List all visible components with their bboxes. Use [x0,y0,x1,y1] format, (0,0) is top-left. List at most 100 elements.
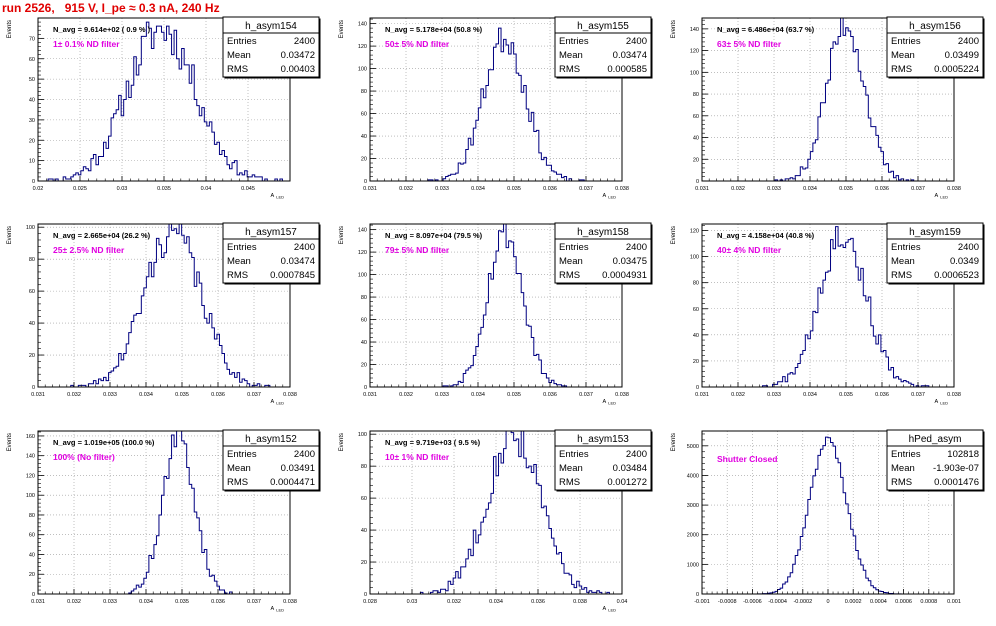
histogram-panel-1: 0.02 0.025 0.03 0.035 0.04 0.045 0 10 20 30 40 50 60… [0,15,330,208]
x-tick-label: 0.038 [283,599,297,605]
x-tick-label: 0.037 [579,392,593,398]
x-tick-label: 0.036 [875,186,889,192]
x-axis-label-subscript: LED [276,608,284,613]
filter-label: 50± 5% ND filter [385,39,450,49]
histogram-h_asym159: 0.031 0.032 0.033 0.034 0.035 0.036 0.037 0.038… [671,222,985,406]
x-tick-label: 0.034 [489,599,503,605]
histogram-name: h_asym153 [577,434,629,445]
x-tick-label: 0.033 [435,392,449,398]
x-tick-label: 0.036 [875,392,889,398]
y-tick-label: 120 [26,473,35,479]
y-tick-label: 0 [364,179,367,185]
histogram-panel-7: 0.031 0.032 0.033 0.034 0.035 0.036 0.037 0.038… [0,428,330,621]
x-tick-label: 0.045 [241,186,255,192]
x-tick-label: 0.036 [211,599,225,605]
y-tick-label: 140 [358,22,367,28]
y-tick-label: 40 [693,333,699,339]
stats-key-rms: RMS [891,477,912,488]
x-tick-label: 0.033 [767,392,781,398]
y-tick-label: 0 [696,592,699,598]
x-axis-label-subscript: LED [940,195,948,200]
histogram-h_asym157: 0.031 0.032 0.033 0.034 0.035 0.036 0.037 0.038… [7,222,321,406]
y-axis-label: Events [7,433,13,451]
navg-label: N_avg = 8.097e+04 (79.5 %) [385,231,483,240]
x-axis-label-subscript: LED [608,608,616,613]
histogram-h_asym155: 0.031 0.032 0.033 0.034 0.035 0.036 0.037 0.038… [339,16,653,200]
histogram-panel-5: 0.031 0.032 0.033 0.034 0.035 0.036 0.037 0.038… [332,221,662,414]
y-tick-label: 120 [690,229,699,235]
y-tick-label: 10 [29,159,35,165]
histogram-name: h_asym159 [909,227,961,238]
y-tick-label: 4000 [687,473,699,479]
y-tick-label: 140 [690,27,699,33]
plot-frame [701,17,955,182]
x-tick-label: 0.035 [839,186,853,192]
y-axis-label: Events [339,226,345,244]
stats-value-rms: 0.0004471 [270,477,315,488]
x-tick-label: 0.035 [507,186,521,192]
x-axis-label: A LED [271,606,285,613]
x-tick-label: 0.034 [139,392,153,398]
stats-value-entries: 102818 [947,449,979,460]
x-tick-label: 0.03 [407,599,418,605]
x-tick-label: 0.032 [399,392,413,398]
x-tick-label: 0.036 [543,392,557,398]
x-tick-label: 0.038 [283,392,297,398]
x-tick-label: 0.032 [731,392,745,398]
stats-value-mean: 0.0349 [950,256,979,267]
navg-label: N_avg = 4.158e+04 (40.8 %) [717,231,815,240]
stats-box [886,222,984,284]
x-tick-label: 0.034 [471,186,485,192]
stats-value-rms: 0.0004931 [602,270,647,281]
x-axis-label: A LED [603,399,617,406]
stats-key-entries: Entries [227,36,257,47]
x-axis-label: A LED [935,399,949,406]
x-tick-label: 0.031 [31,392,45,398]
x-tick-label: 0.0008 [920,599,937,605]
stats-key-mean: Mean [227,50,251,61]
x-axis-label: A LED [603,606,617,613]
histogram-name: h_asym156 [909,21,961,32]
stats-value-rms: 0.000585 [607,64,647,75]
x-tick-label: 0.04 [201,186,212,192]
y-tick-label: 70 [29,36,35,42]
stats-value-mean: 0.03474 [613,50,647,61]
y-tick-label: 100 [26,493,35,499]
x-axis-label-subscript: LED [608,195,616,200]
stats-box [554,16,652,78]
stats-box [222,16,320,78]
histogram-panel-3: 0.031 0.032 0.033 0.034 0.035 0.036 0.037 0.038… [664,15,994,208]
navg-label: N_avg = 6.486e+04 (63.7 %) [717,25,815,34]
histogram-h_asym152: 0.031 0.032 0.033 0.034 0.035 0.036 0.037 0.038… [7,429,321,613]
y-tick-label: 60 [693,307,699,313]
stats-box [222,222,320,284]
stats-value-entries: 2400 [958,36,979,47]
navg-label: N_avg = 9.719e+03 ( 9.5 %) [385,438,481,447]
y-tick-label: 0 [364,385,367,391]
y-tick-label: 140 [358,228,367,234]
x-tick-label: 0.035 [157,186,171,192]
y-axis-label: Events [7,226,13,244]
plot-frame [701,223,955,388]
y-tick-label: 40 [361,340,367,346]
y-tick-label: 3000 [687,503,699,509]
stats-value-entries: 2400 [626,36,647,47]
x-tick-label: 0.038 [947,392,961,398]
histogram-panel-8: 0.028 0.03 0.032 0.034 0.036 0.038 0.04 0 20 40 60… [332,428,662,621]
stats-box [554,429,652,491]
filter-label: 100% (No filter) [53,452,115,462]
stats-key-mean: Mean [891,463,915,474]
y-tick-label: 0 [32,385,35,391]
stats-value-mean: 0.03474 [281,256,315,267]
stats-value-rms: 0.0001476 [934,477,979,488]
stats-key-mean: Mean [559,256,583,267]
stats-key-entries: Entries [559,242,589,253]
stats-box [886,16,984,78]
y-axis-label: Events [7,20,13,38]
x-tick-label: 0.037 [247,599,261,605]
filter-label: 40± 4% ND filter [717,245,782,255]
x-tick-label: 0.034 [139,599,153,605]
x-tick-label: 0.001 [947,599,961,605]
stats-key-mean: Mean [559,50,583,61]
navg-label: N_avg = 5.178e+04 (50.8 %) [385,25,483,34]
